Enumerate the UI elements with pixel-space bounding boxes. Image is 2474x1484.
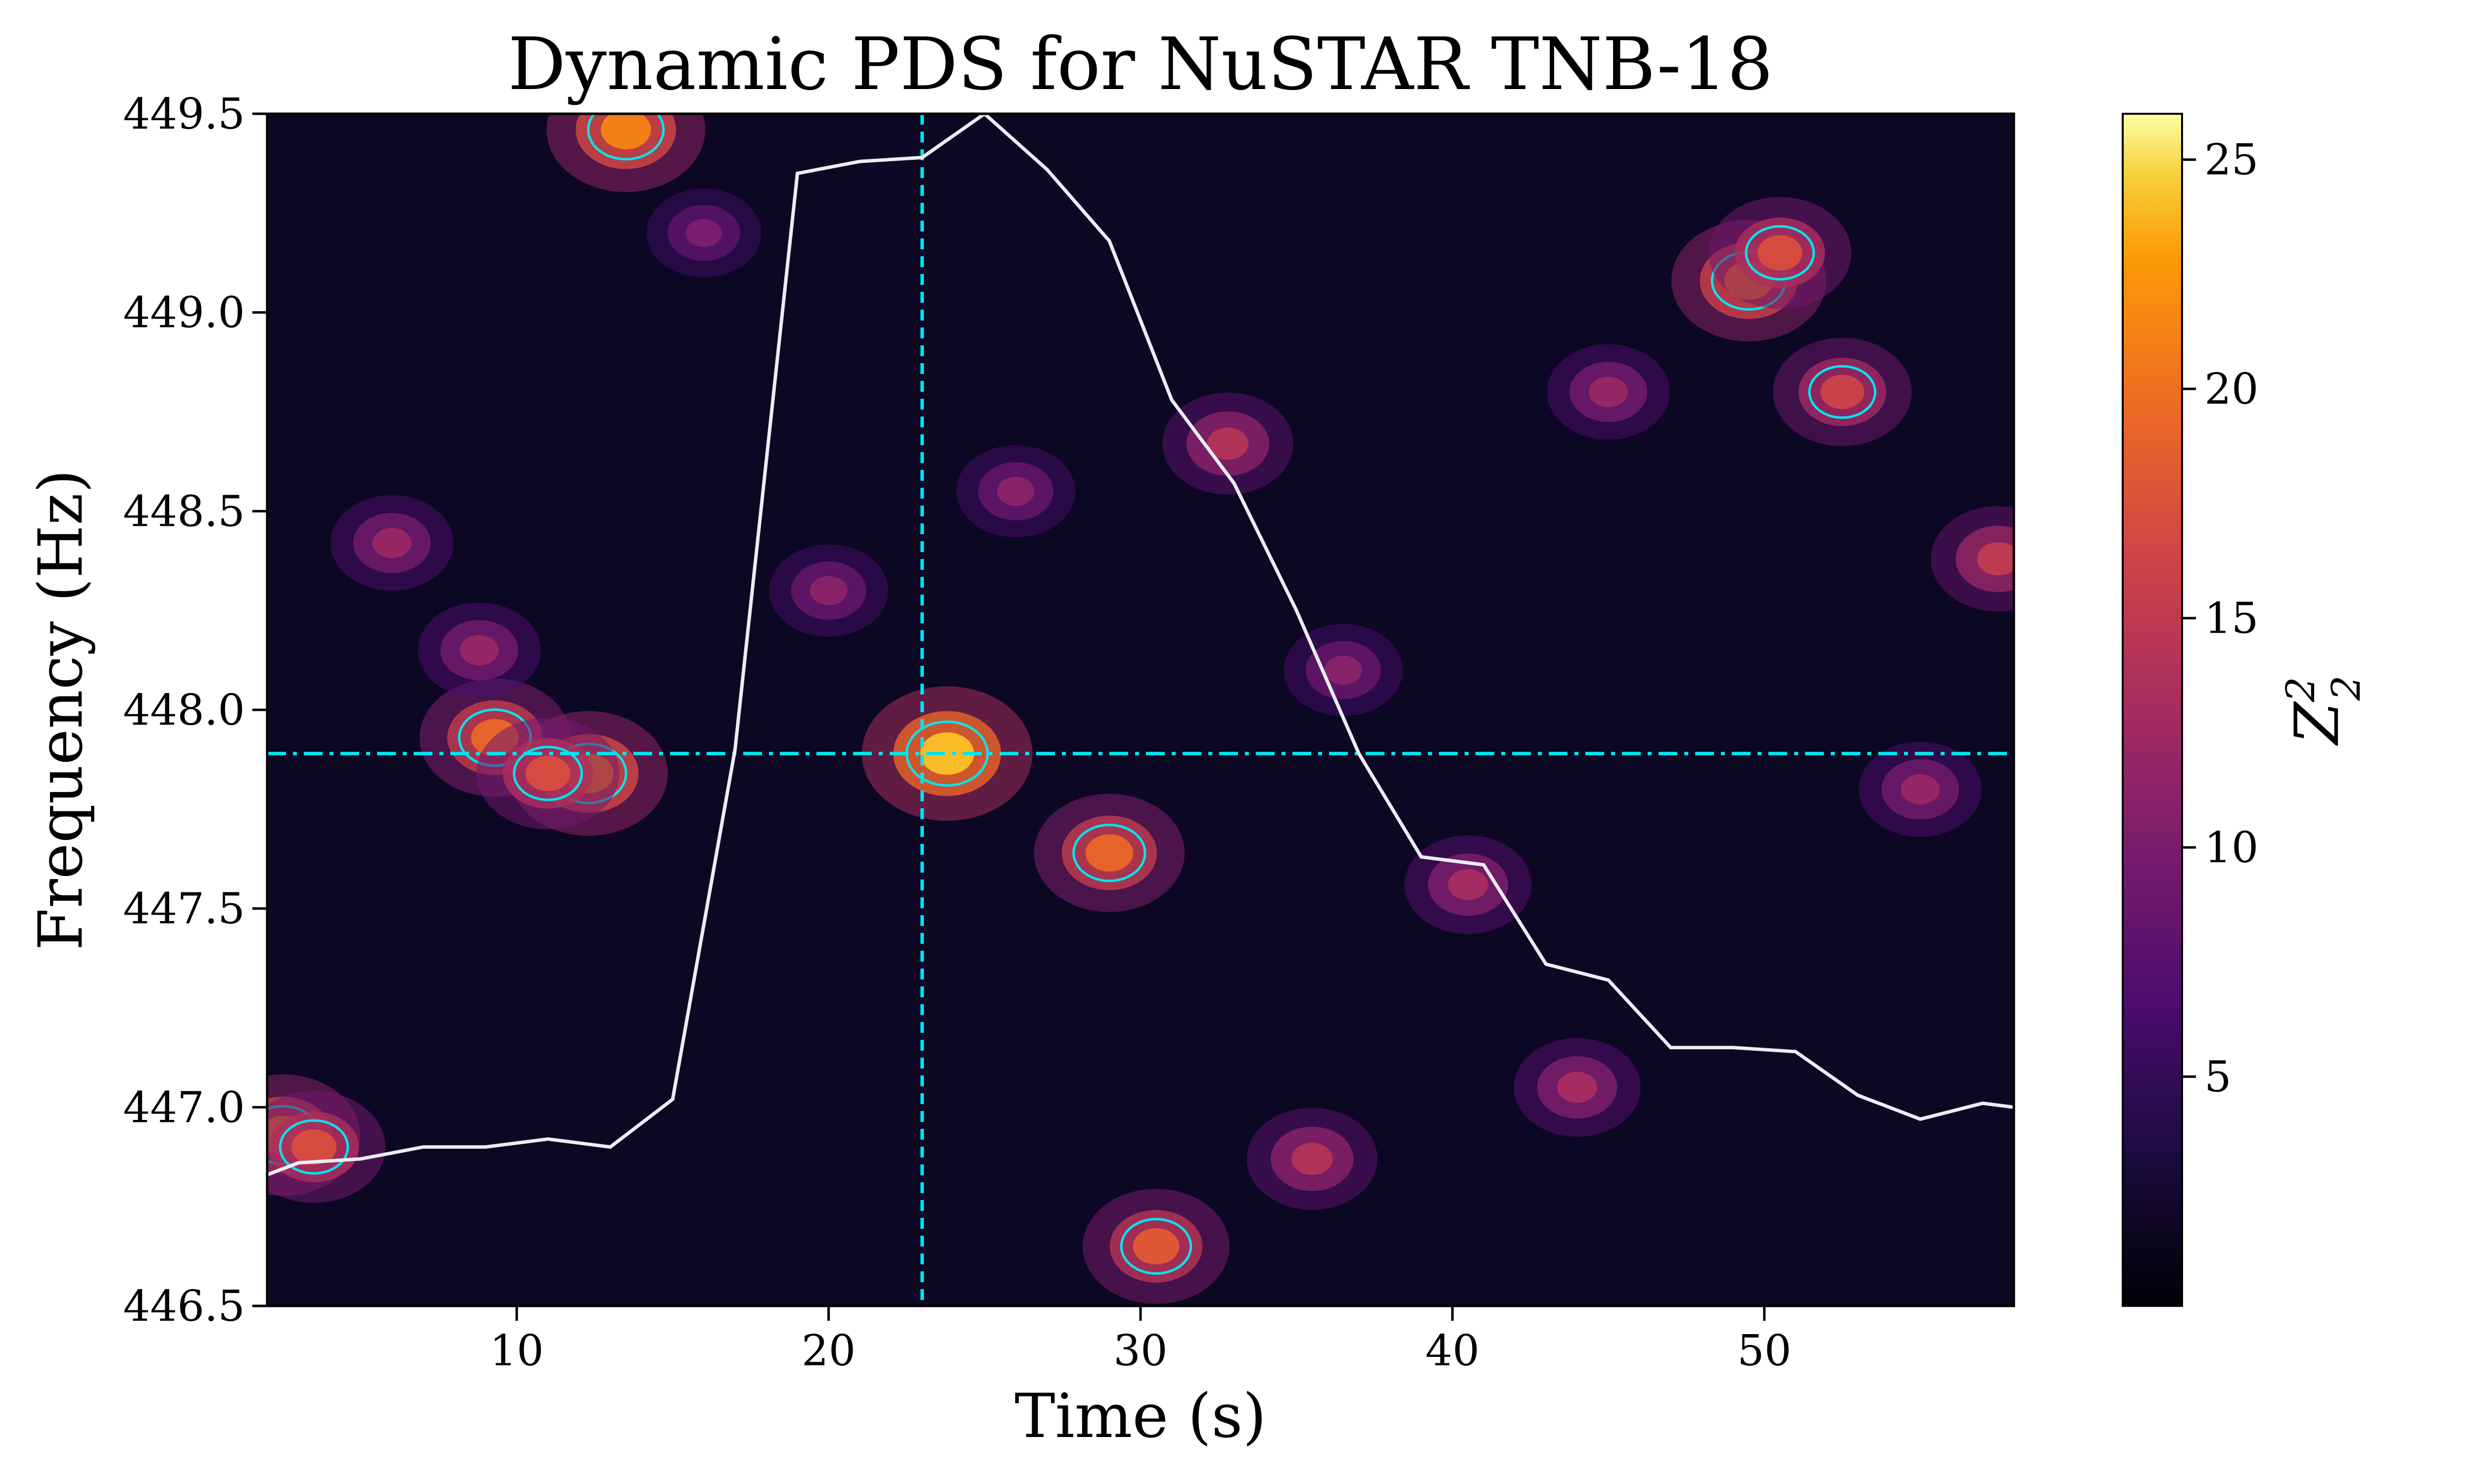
y-tick-label: 449.5 (123, 90, 245, 139)
heatmap-peak (646, 188, 761, 278)
x-tick-label: 20 (802, 1326, 856, 1376)
heatmap-peak (1772, 337, 1912, 446)
heatmap-peak (1083, 1189, 1230, 1304)
x-axis: 10 20 30 40 50 (490, 1306, 1791, 1376)
chart-title: Dynamic PDS for NuSTAR TNB-18 (508, 22, 1773, 106)
heatmap-peak (476, 717, 619, 830)
contour-line (279, 1119, 349, 1175)
heatmap-peak (1858, 742, 1982, 837)
colorbar-tick-label: 15 (2204, 594, 2258, 644)
heatmap-peak (769, 544, 888, 637)
y-tick-label: 447.0 (123, 1083, 245, 1132)
contour-line (587, 114, 665, 161)
heatmap-peak (1162, 392, 1293, 495)
x-tick-label: 40 (1426, 1326, 1479, 1376)
y-axis-label: Frequency (Hz) (26, 469, 96, 950)
x-tick-label: 50 (1737, 1326, 1791, 1376)
heatmap-peak (1404, 835, 1532, 934)
contour-line (1072, 824, 1146, 882)
y-tick-label: 447.5 (123, 884, 245, 934)
heatmap-peak (956, 445, 1076, 538)
colorbar-label: Z22 (2278, 675, 2369, 746)
heatmap-peak (546, 114, 706, 192)
heatmap-peak (330, 495, 454, 591)
heatmap-plot-area (266, 112, 2015, 1307)
y-axis: 446.5 447.0 447.5 448.0 448.5 449.0 449.5 (123, 90, 267, 1331)
contour-line (1808, 365, 1877, 419)
heatmap-peak (1034, 793, 1185, 912)
heatmap-peak (1514, 1038, 1641, 1137)
x-axis-label: Time (s) (1015, 1381, 1267, 1452)
y-tick-label: 448.0 (123, 686, 245, 735)
y-tick-label: 448.5 (123, 487, 245, 536)
contour-line (1745, 225, 1815, 281)
colorbar-tick-label: 20 (2204, 365, 2258, 414)
heatmap-peak (861, 686, 1033, 821)
colorbar: 5 10 15 20 25 Z22 (2122, 113, 2369, 1307)
contour-line (513, 745, 583, 801)
heatmap-peak (1284, 624, 1403, 716)
colorbar-tick-label: 10 (2204, 823, 2258, 873)
y-tick-label: 449.0 (123, 288, 245, 338)
colorbar-gradient (2122, 113, 2183, 1307)
contour-line (1120, 1217, 1192, 1275)
heatmap-peak (1931, 506, 2014, 612)
lightcurve-line (267, 114, 2014, 1177)
colorbar-tick-label: 5 (2204, 1053, 2232, 1102)
colorbar-tick-label: 25 (2204, 136, 2258, 185)
heatmap-peak (1708, 197, 1852, 309)
heatmap-peak (1246, 1108, 1378, 1210)
y-tick-label: 446.5 (123, 1282, 245, 1331)
x-tick-label: 10 (490, 1326, 544, 1376)
heatmap-peak (1547, 344, 1670, 440)
x-tick-label: 30 (1113, 1326, 1167, 1376)
heatmap-peak (418, 603, 541, 698)
